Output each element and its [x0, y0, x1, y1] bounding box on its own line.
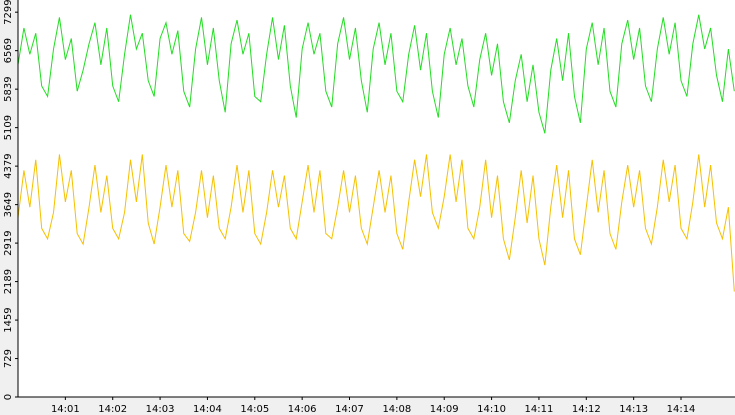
- x-tick-label: 14:02: [98, 404, 127, 415]
- x-tick-label: 14:12: [572, 404, 601, 415]
- x-tick-label: 14:05: [240, 404, 269, 415]
- x-tick-label: 14:09: [430, 404, 459, 415]
- y-tick-label: 1459: [3, 307, 14, 332]
- x-tick-label: 14:01: [51, 404, 80, 415]
- y-tick-label: 4379: [3, 153, 14, 178]
- data-line: [17, 14, 735, 134]
- y-tick-label: 7299: [3, 0, 14, 25]
- x-tick-label: 14:14: [667, 404, 696, 415]
- y-tick-label: 5839: [3, 76, 14, 101]
- x-tick-label: 14:10: [477, 404, 506, 415]
- x-tick-label: 14:07: [335, 404, 364, 415]
- y-tick-label: 729: [3, 349, 14, 368]
- x-tick-label: 14:03: [146, 404, 175, 415]
- data-line: [17, 154, 735, 292]
- x-tick-label: 14:04: [193, 404, 222, 415]
- y-tick-label: 2919: [3, 230, 14, 255]
- plot-area: [18, 0, 735, 397]
- y-tick-label: 2189: [3, 269, 14, 294]
- x-tick-label: 14:08: [382, 404, 411, 415]
- x-tick-label: 14:11: [525, 404, 554, 415]
- y-tick-label: 3649: [3, 192, 14, 217]
- y-tick-label: 0: [3, 394, 14, 400]
- x-tick-label: 14:13: [619, 404, 648, 415]
- x-tick-label: 14:06: [288, 404, 317, 415]
- y-tick-label: 6569: [3, 38, 14, 63]
- y-tick-label: 5109: [3, 115, 14, 140]
